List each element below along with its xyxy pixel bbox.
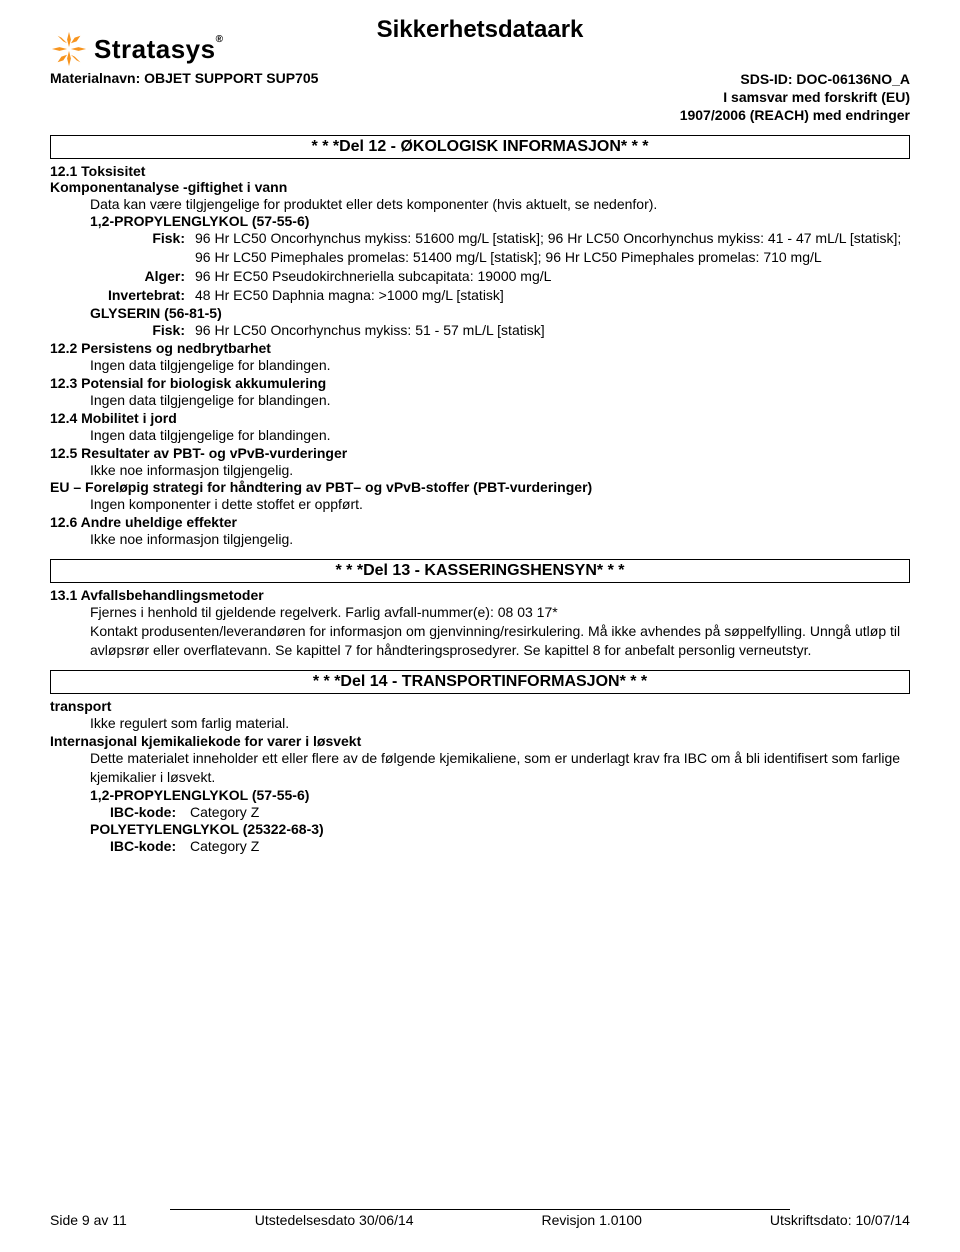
s14-ibc1-row: IBC-kode: Category Z [110,803,910,822]
footer-printed: Utskriftsdato: 10/07/14 [770,1212,910,1228]
ibc2-label: IBC-kode: [110,837,190,856]
fisk2-value: 96 Hr LC50 Oncorhynchus mykiss: 51 - 57 … [195,321,910,340]
page-footer: Side 9 av 11 Utstedelsesdato 30/06/14 Re… [50,1209,910,1228]
alger-value: 96 Hr EC50 Pseudokirchneriella subcapita… [195,267,910,286]
s12-3-heading: 12.3 Potensial for biologisk akkumulerin… [50,375,910,391]
s12-3-text: Ingen data tilgjengelige for blandingen. [90,391,910,410]
footer-page: Side 9 av 11 [50,1212,127,1228]
s13-1-text2: Kontakt produsenten/leverandøren for inf… [90,622,910,660]
s12-alger-row: Alger: 96 Hr EC50 Pseudokirchneriella su… [90,267,910,286]
s13-1-text1: Fjernes i henhold til gjeldende regelver… [90,603,910,622]
s14-comp1: 1,2-PROPYLENGLYKOL (57-55-6) [90,787,910,803]
s12-sub1: Komponentanalyse -giftighet i vann [50,179,910,195]
header-row: Materialnavn: OBJET SUPPORT SUP705 Sikke… [50,70,910,125]
footer-revision: Revisjon 1.0100 [542,1212,642,1228]
ibc2-value: Category Z [190,837,259,856]
sds-id: SDS-ID: DOC-06136NO_A [640,70,910,88]
s12-eu-heading: EU – Foreløpig strategi for håndtering a… [50,479,910,495]
s12-2-text: Ingen data tilgjengelige for blandingen. [90,356,910,375]
footer-divider [170,1209,790,1210]
section-13-heading: * * *Del 13 - KASSERINGSHENSYN* * * [50,559,910,583]
inv-value: 48 Hr EC50 Daphnia magna: >1000 mg/L [st… [195,286,910,305]
s14-t2: Dette materialet inneholder ett eller fl… [90,749,910,787]
s12-comp2: GLYSERIN (56-81-5) [90,305,910,321]
s12-4-text: Ingen data tilgjengelige for blandingen. [90,426,910,445]
s12-inv-row: Invertebrat: 48 Hr EC50 Daphnia magna: >… [90,286,910,305]
fisk-label: Fisk: [90,229,195,267]
s12-4-heading: 12.4 Mobilitet i jord [50,410,910,426]
s13-1-heading: 13.1 Avfallsbehandlingsmetoder [50,587,910,603]
reg-line-2: 1907/2006 (REACH) med endringer [640,106,910,124]
s14-t1: Ikke regulert som farlig material. [90,714,910,733]
material-name: Materialnavn: OBJET SUPPORT SUP705 [50,70,350,86]
header-right: SDS-ID: DOC-06136NO_A I samsvar med fors… [640,70,910,125]
s12-1-heading: 12.1 Toksisitet [50,163,910,179]
section-14-heading: * * *Del 14 - TRANSPORTINFORMASJON* * * [50,670,910,694]
footer-issued: Utstedelsesdato 30/06/14 [255,1212,414,1228]
doc-title: Sikkerhetsdataark [0,16,960,44]
s12-5-text: Ikke noe informasjon tilgjengelig. [90,461,910,480]
page-root: Stratasys® Materialnavn: OBJET SUPPORT S… [0,0,960,856]
s12-fisk2-row: Fisk: 96 Hr LC50 Oncorhynchus mykiss: 51… [90,321,910,340]
s14-transport: transport [50,698,910,714]
s12-fisk1-row: Fisk: 96 Hr LC50 Oncorhynchus mykiss: 51… [90,229,910,267]
s14-ibc2-row: IBC-kode: Category Z [110,837,910,856]
section-12-heading: * * *Del 12 - ØKOLOGISK INFORMASJON* * * [50,135,910,159]
reg-line-1: I samsvar med forskrift (EU) [640,88,910,106]
s14-comp2: POLYETYLENGLYKOL (25322-68-3) [90,821,910,837]
inv-label: Invertebrat: [90,286,195,305]
s12-5-heading: 12.5 Resultater av PBT- og vPvB-vurderin… [50,445,910,461]
s12-6-text: Ikke noe informasjon tilgjengelig. [90,530,910,549]
s14-h2: Internasjonal kjemikaliekode for varer i… [50,733,910,749]
fisk2-label: Fisk: [90,321,195,340]
alger-label: Alger: [90,267,195,286]
s12-2-heading: 12.2 Persistens og nedbrytbarhet [50,340,910,356]
s12-intro: Data kan være tilgjengelige for produkte… [90,195,910,214]
fisk1-value: 96 Hr LC50 Oncorhynchus mykiss: 51600 mg… [195,229,910,267]
ibc1-value: Category Z [190,803,259,822]
s12-comp1: 1,2-PROPYLENGLYKOL (57-55-6) [90,213,910,229]
s12-eu-text: Ingen komponenter i dette stoffet er opp… [90,495,910,514]
footer-row: Side 9 av 11 Utstedelsesdato 30/06/14 Re… [50,1212,910,1228]
ibc1-label: IBC-kode: [110,803,190,822]
s12-6-heading: 12.6 Andre uheldige effekter [50,514,910,530]
